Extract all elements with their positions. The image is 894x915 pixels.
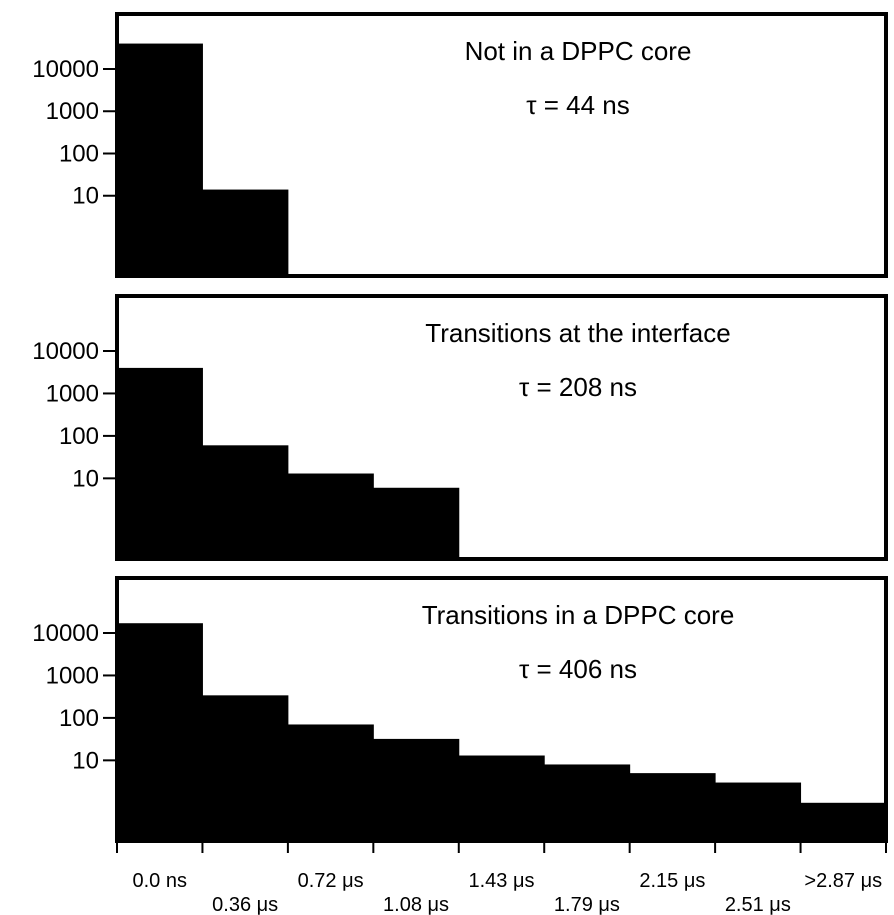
x-tick-label-7: 2.15 μs: [639, 870, 705, 892]
bar-2-2: [202, 445, 289, 559]
y-tick-label-3-1: 10: [72, 747, 99, 774]
y-tick-label-1-4: 10000: [32, 56, 99, 83]
bar-3-2: [202, 695, 289, 841]
panel-3: 10 100 1000 10000 Transitions in a DPPC core…: [32, 576, 888, 843]
panel-frame-2: [115, 294, 888, 561]
y-tick-label-2-2: 100: [59, 423, 99, 450]
y-tick-label-1-2: 100: [59, 140, 99, 167]
y-tick-label-2-1: 10: [72, 465, 99, 492]
x-tick-label-8: 2.51 μs: [725, 894, 791, 915]
bar-2-4: [373, 487, 460, 559]
x-tick-label-4: 1.08 μs: [383, 894, 449, 915]
y-tick-label-2-4: 10000: [32, 338, 99, 365]
bar-3-5: [458, 755, 545, 841]
bar-3-4: [373, 738, 460, 841]
bar-1-2: [202, 189, 289, 276]
bar-2-1: [117, 367, 203, 559]
bar-3-7: [629, 773, 716, 841]
bar-3-6: [544, 764, 631, 841]
y-tick-label-1-3: 1000: [46, 98, 99, 125]
bar-2-3: [287, 473, 374, 559]
y-tick-label-2-3: 1000: [46, 380, 99, 407]
bar-3-3: [287, 724, 374, 841]
panel-frame-1: [115, 12, 888, 278]
x-tick-label-9: >2.87 μs: [804, 870, 882, 892]
panel-tau-1: τ = 44 ns: [526, 90, 630, 120]
y-tick-label-3-2: 100: [59, 705, 99, 732]
y-tick-label-1-1: 10: [72, 183, 99, 210]
panel-1: 10 100 1000 10000 Not in a DPPC core τ = 44 n…: [32, 12, 888, 278]
y-tick-label-3-3: 1000: [46, 662, 99, 689]
panel-title-3: Transitions in a DPPC core: [422, 600, 735, 630]
bar-1-1: [117, 43, 203, 276]
x-tick-label-5: 1.43 μs: [468, 870, 534, 892]
x-tick-label-2: 0.36 μs: [212, 894, 278, 915]
bar-3-9: [800, 802, 887, 841]
bar-3-1: [117, 623, 203, 841]
panel-2: 10 100 1000 10000 Transitions at the interfa…: [32, 294, 888, 561]
x-tick-label-3: 0.72 μs: [298, 870, 364, 892]
bar-3-8: [715, 782, 802, 841]
panel-tau-2: τ = 208 ns: [519, 372, 637, 402]
x-axis: 0.0 ns 0.36 μs 0.72 μs 1.08 μs 1.43 μs 1.79 μ…: [116, 841, 887, 915]
x-tick-label-6: 1.79 μs: [554, 894, 620, 915]
y-tick-label-3-4: 10000: [32, 620, 99, 647]
x-tick-label-1: 0.0 ns: [132, 870, 186, 892]
panel-tau-3: τ = 406 ns: [519, 654, 637, 684]
panel-title-1: Not in a DPPC core: [465, 36, 692, 66]
panel-frame-3: [115, 576, 888, 843]
panel-title-2: Transitions at the interface: [425, 318, 730, 348]
